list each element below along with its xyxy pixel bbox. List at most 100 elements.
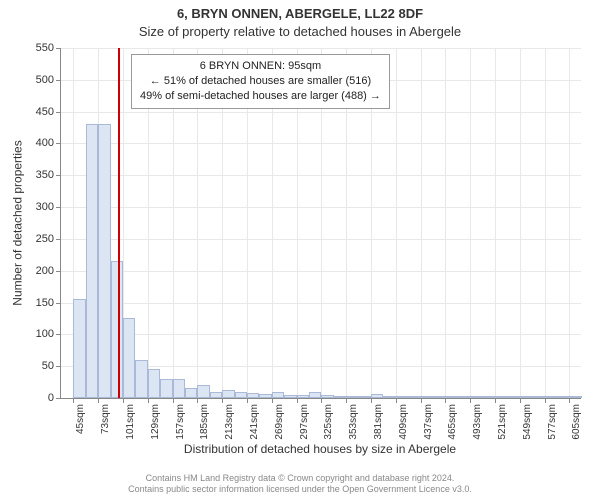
histogram-bar (470, 396, 482, 398)
ytick-mark (56, 175, 61, 176)
histogram-bar (148, 369, 160, 398)
histogram-bar (86, 124, 98, 398)
gridline-v (569, 48, 570, 398)
xtick-mark (123, 398, 124, 403)
annotation-line: 6 BRYN ONNEN: 95sqm (140, 59, 381, 74)
ytick-label: 50 (14, 360, 54, 372)
xtick-mark (396, 398, 397, 403)
histogram-bar (458, 396, 470, 398)
footer-line2: Contains public sector information licen… (0, 484, 600, 496)
ytick-label: 450 (14, 106, 54, 118)
histogram-bar (408, 396, 420, 398)
ytick-label: 400 (14, 137, 54, 149)
ytick-mark (56, 398, 61, 399)
chart-area: 45sqm73sqm101sqm129sqm157sqm185sqm213sqm… (60, 48, 580, 398)
histogram-bar (421, 396, 433, 398)
histogram-bar (520, 396, 532, 398)
xtick-mark (98, 398, 99, 403)
histogram-bar (247, 393, 259, 398)
histogram-bar (321, 395, 333, 398)
ytick-label: 500 (14, 74, 54, 86)
histogram-bar (210, 392, 222, 398)
histogram-bar (73, 299, 85, 398)
page-title-description: Size of property relative to detached ho… (0, 24, 600, 39)
page-title-address: 6, BRYN ONNEN, ABERGELE, LL22 8DF (0, 6, 600, 21)
histogram-bar (309, 392, 321, 398)
ytick-label: 350 (14, 169, 54, 181)
ytick-mark (56, 334, 61, 335)
histogram-bar (160, 379, 172, 398)
ytick-mark (56, 112, 61, 113)
gridline-v (470, 48, 471, 398)
histogram-bar (185, 388, 197, 398)
histogram-bar (123, 318, 135, 398)
x-axis-label: Distribution of detached houses by size … (60, 442, 580, 456)
xtick-mark (470, 398, 471, 403)
xtick-mark (222, 398, 223, 403)
gridline-v (545, 48, 546, 398)
histogram-bar (334, 396, 346, 398)
histogram-bar (222, 390, 234, 398)
ytick-label: 200 (14, 265, 54, 277)
xtick-mark (569, 398, 570, 403)
ytick-mark (56, 239, 61, 240)
histogram-bar (507, 396, 519, 398)
chart-container: 6, BRYN ONNEN, ABERGELE, LL22 8DF Size o… (0, 0, 600, 500)
histogram-bar (259, 394, 271, 398)
ytick-label: 550 (14, 42, 54, 54)
histogram-bar (346, 396, 358, 398)
histogram-bar (371, 394, 383, 398)
histogram-bar (135, 360, 147, 398)
ytick-label: 100 (14, 328, 54, 340)
xtick-mark (272, 398, 273, 403)
xtick-mark (545, 398, 546, 403)
histogram-bar (383, 396, 395, 398)
xtick-mark (197, 398, 198, 403)
histogram-bar (197, 385, 209, 398)
histogram-bar (235, 392, 247, 398)
xtick-mark (247, 398, 248, 403)
histogram-bar (545, 396, 557, 398)
gridline-v (520, 48, 521, 398)
histogram-bar (433, 396, 445, 398)
ytick-label: 0 (14, 392, 54, 404)
gridline-v (396, 48, 397, 398)
ytick-mark (56, 303, 61, 304)
ytick-mark (56, 48, 61, 49)
histogram-bar (445, 396, 457, 398)
xtick-mark (495, 398, 496, 403)
plot-area: 45sqm73sqm101sqm129sqm157sqm185sqm213sqm… (60, 48, 581, 399)
xtick-mark (148, 398, 149, 403)
reference-line (118, 48, 120, 398)
xtick-mark (173, 398, 174, 403)
xtick-mark (520, 398, 521, 403)
xtick-mark (371, 398, 372, 403)
histogram-bar (284, 395, 296, 398)
gridline-v (495, 48, 496, 398)
histogram-bar (98, 124, 110, 398)
histogram-bar (569, 396, 581, 398)
footer-line1: Contains HM Land Registry data © Crown c… (0, 473, 600, 485)
annotation-line: ← 51% of detached houses are smaller (51… (140, 74, 381, 89)
xtick-mark (346, 398, 347, 403)
y-axis-label: Number of detached properties (10, 48, 26, 398)
ytick-label: 250 (14, 233, 54, 245)
xtick-mark (73, 398, 74, 403)
histogram-bar (396, 396, 408, 398)
ytick-mark (56, 366, 61, 367)
ytick-label: 300 (14, 201, 54, 213)
xtick-mark (445, 398, 446, 403)
histogram-bar (532, 396, 544, 398)
ytick-label: 150 (14, 297, 54, 309)
xtick-mark (321, 398, 322, 403)
histogram-bar (557, 396, 569, 398)
ytick-mark (56, 207, 61, 208)
gridline-v (445, 48, 446, 398)
ytick-mark (56, 271, 61, 272)
xtick-mark (421, 398, 422, 403)
ytick-mark (56, 143, 61, 144)
xtick-mark (297, 398, 298, 403)
histogram-bar (495, 396, 507, 398)
ytick-mark (56, 80, 61, 81)
histogram-bar (359, 396, 371, 398)
